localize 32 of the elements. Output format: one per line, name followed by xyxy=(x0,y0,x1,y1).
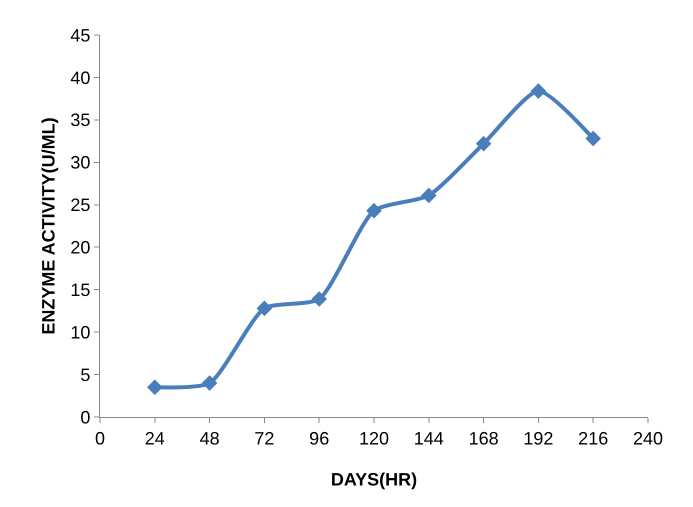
point xyxy=(202,375,218,391)
y-tick-label: 5 xyxy=(80,364,90,385)
point xyxy=(147,379,163,396)
y-tick-label: 15 xyxy=(70,280,90,300)
y-tick-label: 25 xyxy=(70,195,90,216)
point xyxy=(256,300,272,316)
x-axis-title: DAYS(HR) xyxy=(330,470,418,490)
y-axis-title: ENZYME ACTIVITY(U/ML) xyxy=(38,117,59,335)
point xyxy=(476,136,492,152)
x-tick-label: 48 xyxy=(200,428,220,449)
y-tick-label: 20 xyxy=(70,238,90,258)
x-tick-label: 192 xyxy=(523,428,554,449)
y-tick-label: 40 xyxy=(70,68,90,88)
y-tick-label: 45 xyxy=(70,25,90,46)
y-tick-label: 10 xyxy=(70,322,90,342)
x-tick-label: 120 xyxy=(358,428,390,449)
y-tick-label: 35 xyxy=(70,110,90,130)
x-tick-label: 24 xyxy=(144,428,165,449)
x-tick-label: 240 xyxy=(632,428,664,449)
x-tick-label: 216 xyxy=(578,428,608,449)
point xyxy=(530,83,546,99)
y-tick-label: 0 xyxy=(80,407,90,428)
y-tick-label: 30 xyxy=(70,152,90,173)
x-tick-label: 72 xyxy=(254,428,274,449)
x-tick-label: 96 xyxy=(309,428,330,449)
x-tick-label: 168 xyxy=(468,428,499,449)
point xyxy=(421,188,437,204)
x-tick-label: 0 xyxy=(94,428,106,449)
point xyxy=(366,202,382,219)
x-tick-label: 144 xyxy=(414,428,444,449)
point xyxy=(311,291,327,307)
point xyxy=(585,130,601,146)
